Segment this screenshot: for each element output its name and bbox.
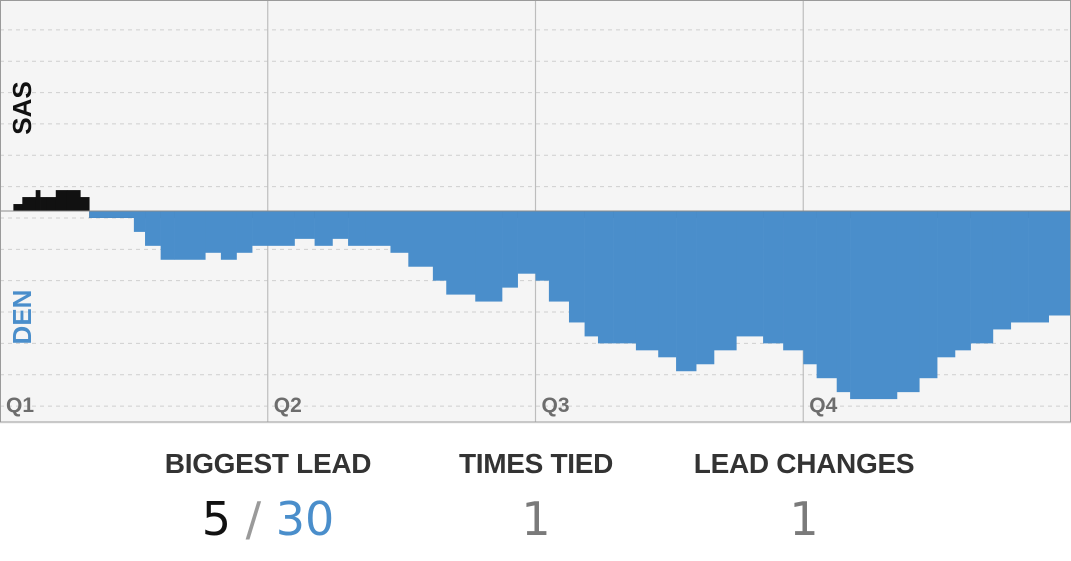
quarter-label-q1: Q1 [6, 394, 34, 417]
lead-bar-den [763, 211, 784, 344]
lead-bar-den [783, 211, 804, 351]
lead-bar-den [446, 211, 476, 295]
lead-bar-den [870, 211, 898, 400]
lead-changes-stat: LEAD CHANGES 1 [693, 440, 915, 546]
lead-bar-den [992, 211, 1012, 330]
lead-bar-den [658, 211, 677, 358]
lead-bar-den [954, 211, 971, 351]
lead-bar-sas [13, 204, 23, 211]
lead-bar-den [816, 211, 838, 379]
lead-bar-den [332, 211, 349, 239]
lead-bar-den [535, 211, 550, 281]
lead-bar-den [584, 211, 599, 337]
lead-bar-den [736, 211, 764, 337]
lead-bar-den [919, 211, 938, 379]
quarter-label-q3: Q3 [542, 394, 570, 417]
lead-bar-den [896, 211, 920, 393]
lead-changes-value: 1 [789, 492, 819, 546]
lead-bar-sas [66, 190, 81, 211]
lead-bar-sas [35, 190, 41, 211]
lead-bar-den [365, 211, 391, 246]
lead-tracker-chart: SAS DEN Q1 Q2 Q3 Q4 [0, 0, 1071, 424]
lead-bar-den [597, 211, 614, 344]
times-tied-label: TIMES TIED [458, 448, 614, 479]
lead-changes-label: LEAD CHANGES [693, 448, 915, 479]
times-tied-value: 1 [521, 492, 551, 546]
lead-bar-den [252, 211, 269, 246]
lead-bar-den [475, 211, 503, 302]
lead-bar-den [517, 211, 536, 274]
quarter-label-q4: Q4 [809, 394, 837, 417]
lead-bar-den [836, 211, 851, 393]
lead-tracker-svg: SAS DEN Q1 Q2 Q3 Q4 [0, 0, 1071, 424]
team-label-sas: SAS [7, 81, 37, 134]
lead-bar-den [548, 211, 570, 302]
lead-bar-den [220, 211, 237, 260]
lead-bar-den [803, 211, 817, 365]
lead-bar-den [1010, 211, 1029, 323]
lead-bar-sas [29, 197, 36, 211]
lead-bar-den [408, 211, 434, 267]
lead-bar-den [1048, 211, 1071, 316]
lead-bar-den [390, 211, 409, 253]
team-label-den: DEN [7, 290, 37, 345]
lead-bar-sas [46, 197, 57, 211]
lead-bar-den [613, 211, 637, 344]
lead-bar-den [568, 211, 585, 323]
lead-bar-den [236, 211, 253, 253]
lead-bar-den [714, 211, 737, 351]
lead-bar-sas [55, 190, 68, 211]
lead-bar-den [676, 211, 697, 372]
lead-bar-den [1028, 211, 1049, 323]
lead-bar-sas [80, 197, 90, 211]
times-tied-stat: TIMES TIED 1 [459, 440, 613, 542]
quarter-label-q2: Q2 [274, 394, 302, 417]
biggest-lead-value: 5 / 30 [165, 496, 371, 542]
lead-bar-den [635, 211, 659, 351]
lead-bar-den [850, 211, 871, 400]
lead-bar-den [174, 211, 206, 260]
lead-bar-den [89, 211, 135, 218]
lead-bar-den [160, 211, 175, 260]
lead-bar-den [133, 211, 146, 232]
lead-bar-den [205, 211, 222, 253]
lead-bar-den [696, 211, 715, 365]
lead-bar-den [267, 211, 295, 246]
lead-bar-den [432, 211, 447, 281]
lead-bar-den [294, 211, 315, 239]
lead-bar-sas [22, 197, 30, 211]
lead-bar-den [348, 211, 367, 246]
biggest-lead-stat: BIGGEST LEAD 5 / 30 [164, 440, 372, 542]
biggest-lead-separator: / [245, 492, 262, 546]
lead-bar-den [145, 211, 161, 246]
lead-bar-den [502, 211, 518, 288]
game-stats: BIGGEST LEAD 5 / 30 TIMES TIED 1 LEAD CH… [0, 440, 1071, 561]
biggest-lead-sas: 5 [201, 492, 231, 546]
lead-bar-sas [40, 197, 48, 211]
lead-bar-den [937, 211, 956, 358]
biggest-lead-den: 30 [275, 492, 335, 546]
lead-bar-den [314, 211, 333, 246]
lead-bar-den [970, 211, 994, 344]
biggest-lead-label: BIGGEST LEAD [164, 448, 372, 479]
